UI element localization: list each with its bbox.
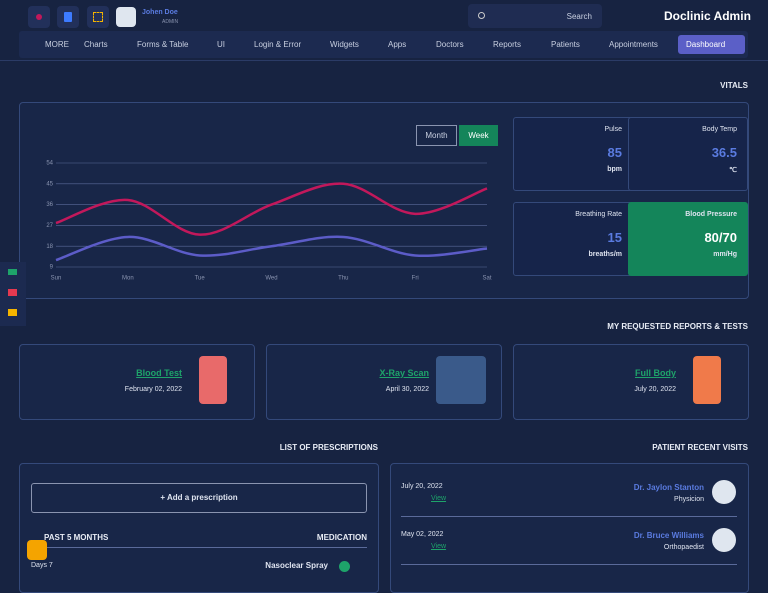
report-icon bbox=[199, 356, 227, 404]
side-toolbar bbox=[0, 262, 26, 326]
fullscreen-button[interactable] bbox=[87, 6, 109, 28]
y-tick-label: 45 bbox=[46, 181, 53, 187]
nav-item[interactable]: Login & Error bbox=[254, 40, 302, 49]
nav-item[interactable]: Appointments bbox=[609, 40, 658, 49]
report-date: April 30, 2022 bbox=[385, 386, 429, 393]
vital-unit: breaths/m bbox=[588, 251, 622, 258]
nav-item[interactable]: Apps bbox=[388, 40, 407, 49]
side-icon[interactable] bbox=[8, 309, 17, 316]
visit-date: July 20, 2022 bbox=[401, 483, 443, 490]
page: Johen Doe ADMIN Search Doclinic Admin MO… bbox=[0, 4, 768, 593]
vitals-chart: 9 18 27 36 45 54 Sun Mon Tue Wed Thu Fri Sat bbox=[46, 161, 492, 282]
search-box[interactable]: Search bbox=[468, 4, 602, 28]
nav-item[interactable]: Widgets bbox=[330, 40, 359, 49]
month-button[interactable]: Month bbox=[416, 125, 457, 146]
vital-value: 80/70 bbox=[704, 230, 737, 245]
nav-item[interactable]: Patients bbox=[551, 40, 580, 49]
x-tick-label: Wed bbox=[265, 276, 277, 282]
report-date: February 02, 2022 bbox=[124, 386, 182, 393]
section-heading: PATIENT RECENT VISITS bbox=[652, 443, 748, 452]
y-tick-label: 27 bbox=[46, 223, 53, 229]
medication-name: Nasoclear Spray bbox=[265, 561, 328, 570]
report-icon bbox=[436, 356, 486, 404]
vital-tile: Breathing Rate 15 breaths/m bbox=[513, 202, 633, 276]
nav-item[interactable]: Dashboard bbox=[686, 40, 726, 49]
doctor-avatar bbox=[712, 480, 736, 504]
report-title[interactable]: Full Body bbox=[635, 368, 676, 378]
prescriptions-card bbox=[19, 463, 379, 593]
report-date: July 20, 2022 bbox=[634, 386, 676, 393]
x-tick-label: Fri bbox=[412, 276, 419, 282]
float-button[interactable] bbox=[27, 540, 47, 560]
vital-tile: Body Temp 36.5 ℃ bbox=[628, 117, 748, 191]
visit-divider bbox=[401, 516, 737, 517]
nav-active[interactable] bbox=[678, 35, 745, 54]
x-tick-label: Sun bbox=[51, 276, 62, 282]
x-tick-label: Thu bbox=[338, 276, 348, 282]
vital-tile: Pulse 85 bpm bbox=[513, 117, 633, 191]
doctor-name: Dr. Jaylon Stanton bbox=[633, 483, 704, 492]
y-tick-label: 54 bbox=[46, 161, 53, 167]
vital-unit: bpm bbox=[607, 166, 622, 173]
search-placeholder: Search bbox=[566, 12, 592, 21]
nav-item[interactable]: Forms & Table bbox=[137, 40, 189, 49]
visit-divider bbox=[401, 564, 737, 565]
week-button[interactable]: Week bbox=[459, 125, 498, 146]
vital-label: Breathing Rate bbox=[575, 211, 622, 218]
vital-unit: mm/Hg bbox=[713, 251, 737, 258]
section-heading: LIST OF PRESCRIPTIONS bbox=[279, 443, 378, 452]
nav-item[interactable]: MORE bbox=[45, 40, 69, 49]
vital-unit: ℃ bbox=[729, 167, 737, 174]
vital-value: 36.5 bbox=[711, 145, 737, 160]
vital-value: 15 bbox=[607, 230, 622, 245]
report-title[interactable]: Blood Test bbox=[136, 368, 182, 378]
visit-date: May 02, 2022 bbox=[401, 531, 444, 538]
record-button[interactable] bbox=[28, 6, 50, 28]
section-heading: VITALS bbox=[720, 81, 748, 90]
x-tick-label: Sat bbox=[482, 276, 491, 282]
x-tick-label: Tue bbox=[195, 276, 206, 282]
doctor-specialty: Physicion bbox=[674, 496, 704, 503]
nav-item[interactable]: Doctors bbox=[436, 40, 464, 49]
user-name: Johen Doe bbox=[142, 9, 178, 16]
doctor-avatar bbox=[712, 528, 736, 552]
days-text: Days 7 bbox=[31, 562, 53, 569]
report-title[interactable]: X-Ray Scan bbox=[379, 368, 429, 378]
x-tick-label: Mon bbox=[122, 276, 134, 282]
side-icon[interactable] bbox=[8, 289, 17, 296]
report-icon bbox=[693, 356, 721, 404]
line-series bbox=[55, 182, 488, 236]
add-prescription-button[interactable]: + Add a prescription bbox=[31, 483, 367, 513]
y-tick-label: 18 bbox=[46, 244, 53, 250]
nav-item[interactable]: Reports bbox=[493, 40, 522, 49]
brand: Doclinic Admin bbox=[664, 9, 751, 23]
column-label: MEDICATION bbox=[316, 533, 367, 542]
visits-card bbox=[390, 463, 749, 593]
vital-label: Blood Pressure bbox=[685, 211, 737, 218]
vital-label: Pulse bbox=[604, 126, 622, 133]
side-icon[interactable] bbox=[8, 269, 17, 275]
visit-link[interactable]: View bbox=[431, 495, 447, 502]
line-series bbox=[55, 235, 488, 262]
vital-tile: Blood Pressure 80/70 mm/Hg bbox=[628, 202, 748, 276]
files-button[interactable] bbox=[57, 6, 79, 28]
nav-item[interactable]: Charts bbox=[84, 40, 108, 49]
section-heading: MY REQUESTED REPORTS & TESTS bbox=[607, 322, 748, 331]
vital-value: 85 bbox=[607, 145, 622, 160]
nav-item[interactable]: UI bbox=[217, 40, 225, 49]
avatar[interactable] bbox=[116, 7, 136, 27]
visit-link[interactable]: View bbox=[431, 543, 447, 550]
doctor-specialty: Orthopaedist bbox=[663, 544, 704, 551]
period-label: PAST 5 MONTHS bbox=[44, 533, 109, 542]
doctor-name: Dr. Bruce Williams bbox=[633, 531, 704, 540]
y-tick-label: 9 bbox=[50, 265, 54, 271]
y-tick-label: 36 bbox=[46, 202, 53, 208]
vital-label: Body Temp bbox=[702, 126, 737, 133]
nav-bar bbox=[19, 31, 748, 58]
user-role: ADMIN bbox=[162, 19, 179, 25]
